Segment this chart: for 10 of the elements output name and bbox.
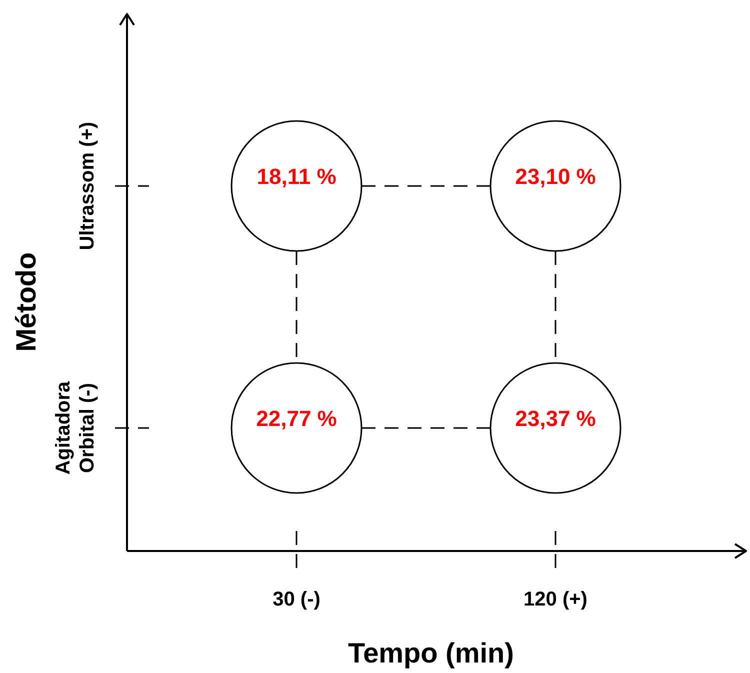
data-label: 18,11 % <box>256 164 336 190</box>
data-label: 23,37 % <box>515 406 596 432</box>
data-label: 23,10 % <box>515 164 596 190</box>
y-tick-label: Ultrassom (+) <box>76 122 99 250</box>
x-axis-title: Tempo (min) <box>348 638 514 669</box>
data-label: 22,77 % <box>256 406 337 432</box>
y-tick-label: Agitadora Orbital (-) <box>52 380 99 475</box>
x-tick-label: 30 (-) <box>272 588 320 611</box>
x-tick-label: 120 (+) <box>524 588 588 611</box>
y-axis-title: Método <box>10 252 42 352</box>
